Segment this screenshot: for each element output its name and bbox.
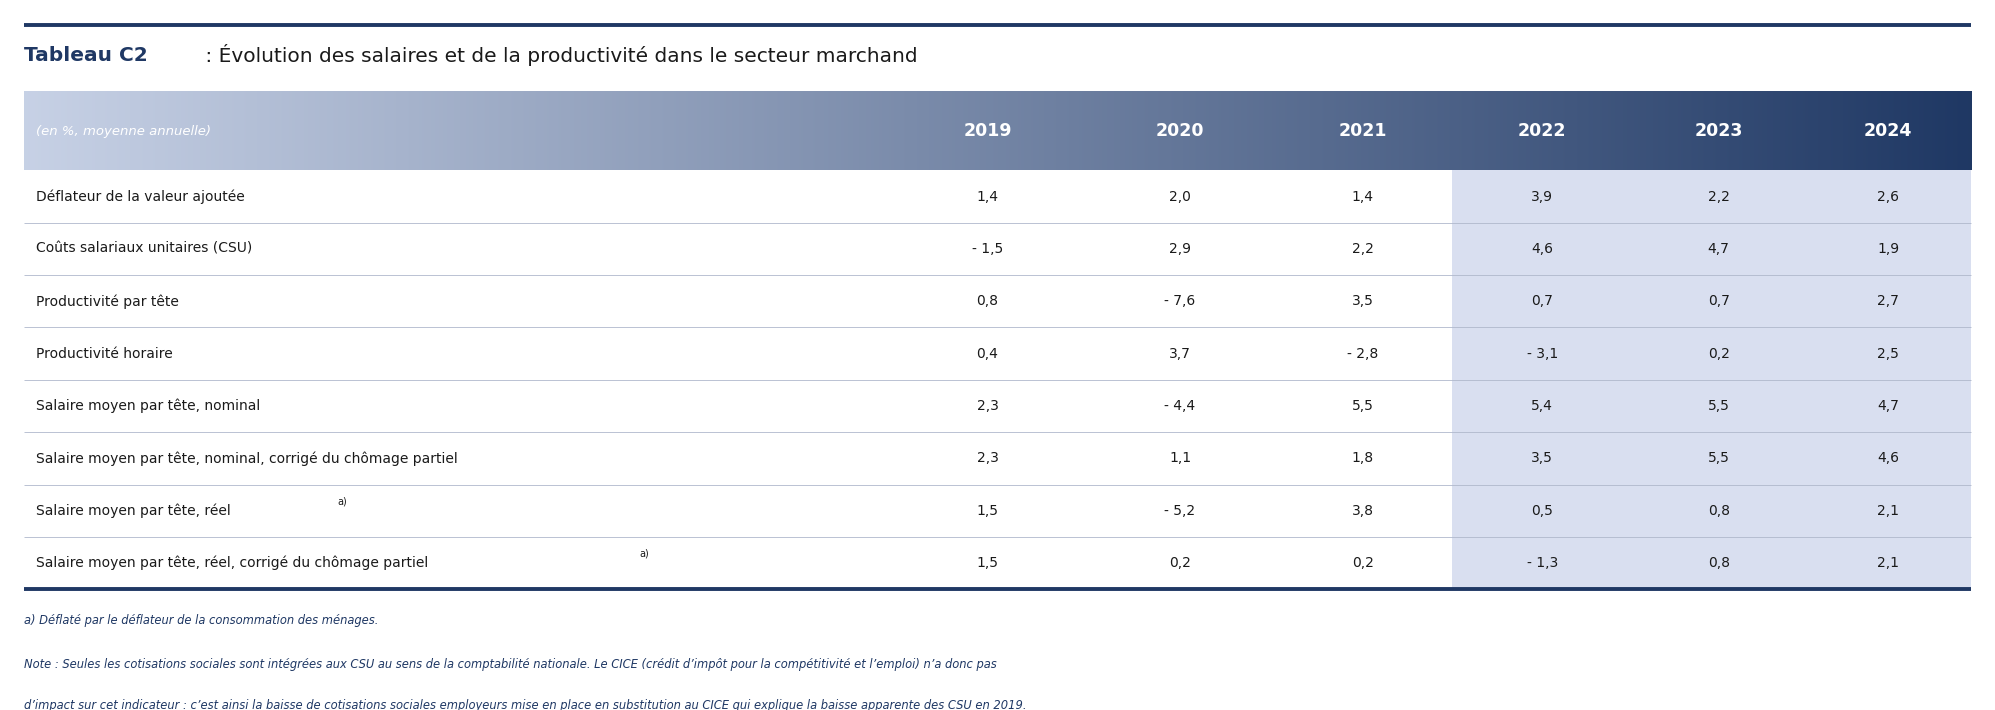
Text: 2,7: 2,7 [1877,295,1899,308]
Text: 0,4: 0,4 [978,346,998,361]
Text: a) Déflaté par le déflateur de la consommation des ménages.: a) Déflaté par le déflateur de la consom… [24,614,379,627]
Text: 4,6: 4,6 [1877,452,1899,465]
Text: - 7,6: - 7,6 [1165,295,1195,308]
Text: 2,1: 2,1 [1877,556,1899,570]
Text: 2022: 2022 [1518,122,1566,141]
Text: 1,1: 1,1 [1169,452,1191,465]
Text: Salaire moyen par tête, réel, corrigé du chômage partiel: Salaire moyen par tête, réel, corrigé du… [36,556,429,570]
Text: 2023: 2023 [1694,122,1744,141]
Text: 4,7: 4,7 [1708,242,1730,256]
Text: 0,5: 0,5 [1532,504,1552,518]
Text: 2,0: 2,0 [1169,190,1191,204]
Text: (en %, moyenne annuelle): (en %, moyenne annuelle) [36,125,211,138]
Text: 3,7: 3,7 [1169,346,1191,361]
Text: 1,4: 1,4 [976,190,999,204]
Text: - 2,8: - 2,8 [1347,346,1379,361]
Text: 4,7: 4,7 [1877,399,1899,413]
Text: 0,8: 0,8 [1708,556,1730,570]
Text: - 5,2: - 5,2 [1165,504,1195,518]
Text: 2020: 2020 [1155,122,1205,141]
Text: 0,2: 0,2 [1708,346,1730,361]
Text: 1,5: 1,5 [976,556,999,570]
Text: 3,5: 3,5 [1532,452,1552,465]
Text: Productivité par tête: Productivité par tête [36,294,180,309]
Text: 3,5: 3,5 [1353,295,1373,308]
Text: 4,6: 4,6 [1530,242,1554,256]
Text: 5,4: 5,4 [1532,399,1552,413]
Text: Note : Seules les cotisations sociales sont intégrées aux CSU au sens de la comp: Note : Seules les cotisations sociales s… [24,658,998,671]
Text: - 1,3: - 1,3 [1526,556,1558,570]
Text: 0,7: 0,7 [1532,295,1552,308]
Text: 2,2: 2,2 [1708,190,1730,204]
Text: 0,7: 0,7 [1708,295,1730,308]
Text: a): a) [337,496,347,506]
Text: 1,9: 1,9 [1877,242,1899,256]
Text: - 4,4: - 4,4 [1165,399,1195,413]
Text: 3,8: 3,8 [1351,504,1375,518]
Text: 2,1: 2,1 [1877,504,1899,518]
Text: Salaire moyen par tête, nominal: Salaire moyen par tête, nominal [36,399,259,413]
Text: Salaire moyen par tête, réel: Salaire moyen par tête, réel [36,503,231,518]
Text: - 3,1: - 3,1 [1526,346,1558,361]
Text: 2,9: 2,9 [1169,242,1191,256]
Text: Déflateur de la valeur ajoutée: Déflateur de la valeur ajoutée [36,190,245,204]
Text: 2,2: 2,2 [1353,242,1373,256]
Text: 0,2: 0,2 [1353,556,1373,570]
Text: 5,5: 5,5 [1708,452,1730,465]
Text: 2,3: 2,3 [978,399,998,413]
Text: 2019: 2019 [964,122,1011,141]
Text: 2024: 2024 [1863,122,1913,141]
Text: 5,5: 5,5 [1353,399,1373,413]
Text: 1,5: 1,5 [976,504,999,518]
Text: : Évolution des salaires et de la productivité dans le secteur marchand: : Évolution des salaires et de la produc… [200,44,918,66]
Text: 2,6: 2,6 [1877,190,1899,204]
Text: - 1,5: - 1,5 [972,242,1003,256]
Text: Tableau C2: Tableau C2 [24,45,148,65]
Bar [1452,170,1971,589]
Text: 2,5: 2,5 [1877,346,1899,361]
Text: 0,8: 0,8 [976,295,999,308]
Text: Productivité horaire: Productivité horaire [36,346,174,361]
Text: a): a) [638,549,648,559]
Text: d’impact sur cet indicateur : c’est ainsi la baisse de cotisations sociales empl: d’impact sur cet indicateur : c’est ains… [24,699,1027,710]
Text: 5,5: 5,5 [1708,399,1730,413]
Text: Salaire moyen par tête, nominal, corrigé du chômage partiel: Salaire moyen par tête, nominal, corrigé… [36,451,457,466]
Text: 0,2: 0,2 [1169,556,1191,570]
Text: 2021: 2021 [1339,122,1387,141]
Text: 0,8: 0,8 [1708,504,1730,518]
Text: 2,3: 2,3 [978,452,998,465]
Text: 1,8: 1,8 [1351,452,1375,465]
Text: Coûts salariaux unitaires (CSU): Coûts salariaux unitaires (CSU) [36,242,251,256]
Text: 1,4: 1,4 [1351,190,1375,204]
Text: 3,9: 3,9 [1530,190,1554,204]
